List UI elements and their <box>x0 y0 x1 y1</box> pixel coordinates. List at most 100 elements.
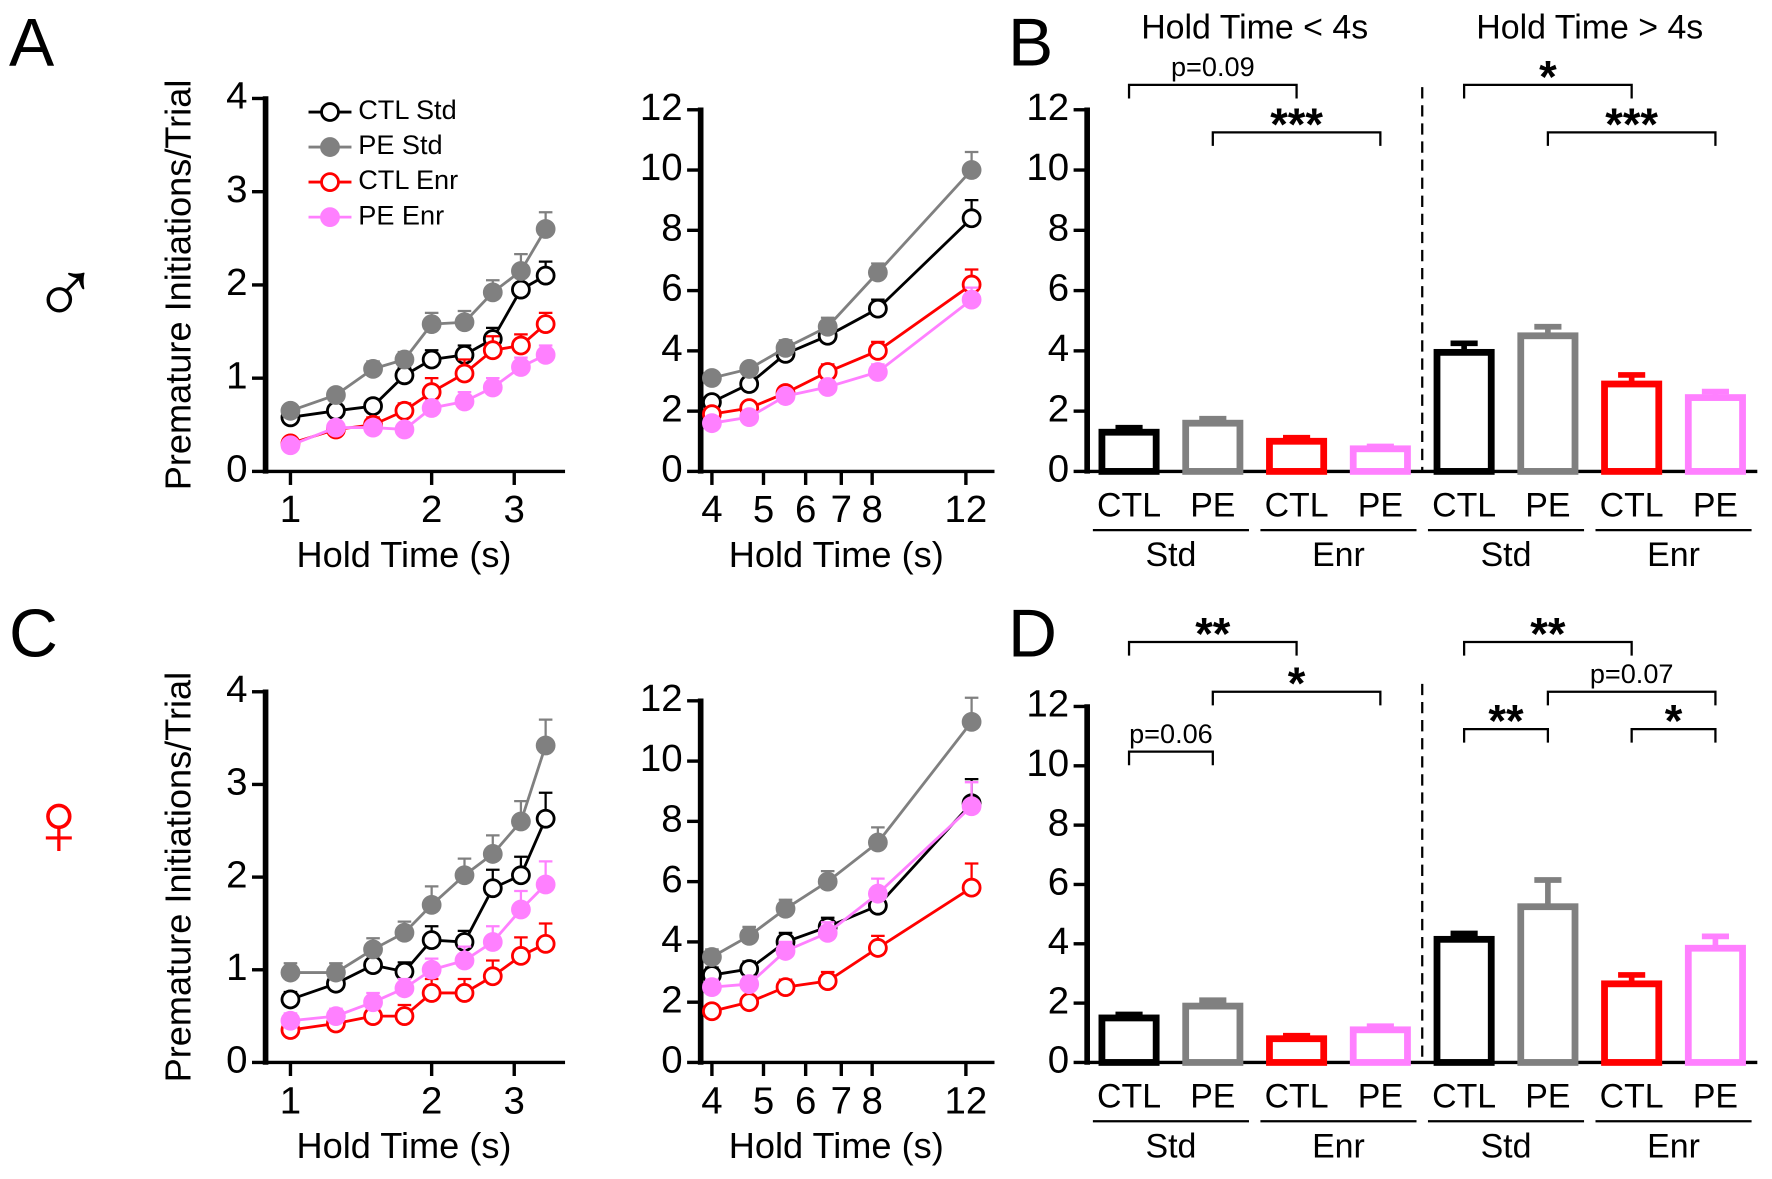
error-bar <box>1534 877 1562 907</box>
significance-bracket <box>1546 131 1717 146</box>
data-point <box>394 365 415 386</box>
data-point <box>775 941 796 961</box>
subtitle: Hold Time > 4s <box>1476 8 1703 46</box>
data-point <box>535 735 556 756</box>
data-point <box>511 945 531 966</box>
subtitle: Hold Time < 4s <box>1141 8 1368 46</box>
data-point <box>739 974 760 994</box>
significance-label: * <box>1288 658 1306 709</box>
y-tick-label: 2 <box>226 853 247 896</box>
x-tick-label: 3 <box>504 1079 525 1122</box>
significance-label: ** <box>1195 608 1231 659</box>
significance-bracket <box>1211 690 1382 706</box>
x-tick-label: 8 <box>861 1079 882 1122</box>
data-point <box>961 289 982 310</box>
data-point <box>739 992 760 1013</box>
group-label: Enr <box>1312 1127 1365 1165</box>
significance-bracket <box>1546 690 1717 706</box>
y-tick-label: 2 <box>226 261 247 304</box>
x-tick-label: 4 <box>701 1079 722 1122</box>
y-tick-label: 12 <box>640 677 683 720</box>
x-tick-label: 7 <box>831 1079 852 1122</box>
data-point <box>326 385 346 405</box>
data-point <box>280 435 301 456</box>
data-point <box>363 992 383 1013</box>
data-point <box>739 359 760 379</box>
x-axis-label: Hold Time (s) <box>297 534 512 575</box>
series-line <box>711 283 973 416</box>
x-tick-label: 1 <box>280 1079 301 1122</box>
x-tick-label: 12 <box>945 488 988 531</box>
y-tick-label: 0 <box>661 1039 682 1082</box>
y-tick-label: 2 <box>1048 979 1069 1022</box>
data-point <box>867 883 888 904</box>
significance-label: * <box>1539 51 1557 102</box>
y-tick-label: 12 <box>640 86 683 129</box>
data-point <box>394 400 415 421</box>
data-point <box>535 874 556 895</box>
y-tick-label: 0 <box>661 448 682 491</box>
data-point <box>326 962 346 983</box>
data-point <box>702 368 722 388</box>
x-tick-label: PE <box>1525 1078 1570 1116</box>
data-point <box>482 340 503 361</box>
y-tick-label: 8 <box>661 798 682 841</box>
significance-label: p=0.07 <box>1590 658 1674 689</box>
legend-marker <box>320 137 340 157</box>
data-point <box>363 417 383 438</box>
panel-label: B <box>1008 6 1053 81</box>
group-label: Std <box>1481 1127 1532 1165</box>
data-point <box>739 925 760 946</box>
data-point <box>421 983 442 1003</box>
bar <box>1349 1026 1411 1066</box>
series-line <box>290 883 547 1023</box>
y-tick-label: 12 <box>1026 86 1069 129</box>
significance-label: p=0.09 <box>1171 51 1255 82</box>
x-tick-label: CTL <box>1600 1078 1664 1116</box>
error-bar <box>1618 372 1646 385</box>
data-point <box>535 265 556 286</box>
y-tick-label: 0 <box>226 1039 247 1082</box>
data-point <box>961 160 982 180</box>
data-point <box>511 899 531 920</box>
x-tick-label: CTL <box>1432 1078 1496 1116</box>
data-point <box>454 950 475 971</box>
data-point <box>421 349 442 370</box>
x-tick-label: CTL <box>1265 1078 1329 1116</box>
bar <box>1684 944 1746 1066</box>
significance-bracket <box>1462 83 1633 99</box>
error-bar <box>1366 1023 1394 1030</box>
series-line <box>289 228 547 413</box>
significance-label: ** <box>1530 608 1566 659</box>
data-point <box>454 983 475 1003</box>
bar <box>1517 903 1579 1066</box>
data-point <box>961 877 982 898</box>
error-bar <box>1199 997 1227 1007</box>
data-point <box>702 977 722 997</box>
x-tick-label: 4 <box>701 488 722 531</box>
data-point <box>511 279 531 300</box>
bar <box>1349 445 1411 475</box>
data-point <box>702 947 722 967</box>
legend-label: CTL Std <box>358 94 456 125</box>
data-point <box>280 400 301 421</box>
data-point <box>421 895 442 915</box>
bar <box>1098 428 1160 475</box>
y-tick-label: 10 <box>1026 146 1069 189</box>
data-point <box>326 400 346 421</box>
data-point <box>511 811 531 832</box>
data-point <box>394 922 415 943</box>
data-point <box>739 407 760 428</box>
data-point <box>394 349 415 370</box>
x-tick-label: PE <box>1693 487 1738 525</box>
y-tick-label: 6 <box>1048 267 1069 310</box>
x-tick-label: PE <box>1190 487 1235 525</box>
group-label: Enr <box>1647 1127 1700 1165</box>
data-point <box>363 358 383 379</box>
significance-bracket <box>1630 727 1717 743</box>
legend-marker <box>320 172 340 192</box>
significance-bracket <box>1127 83 1298 99</box>
data-point <box>867 262 888 283</box>
data-point <box>867 938 888 958</box>
